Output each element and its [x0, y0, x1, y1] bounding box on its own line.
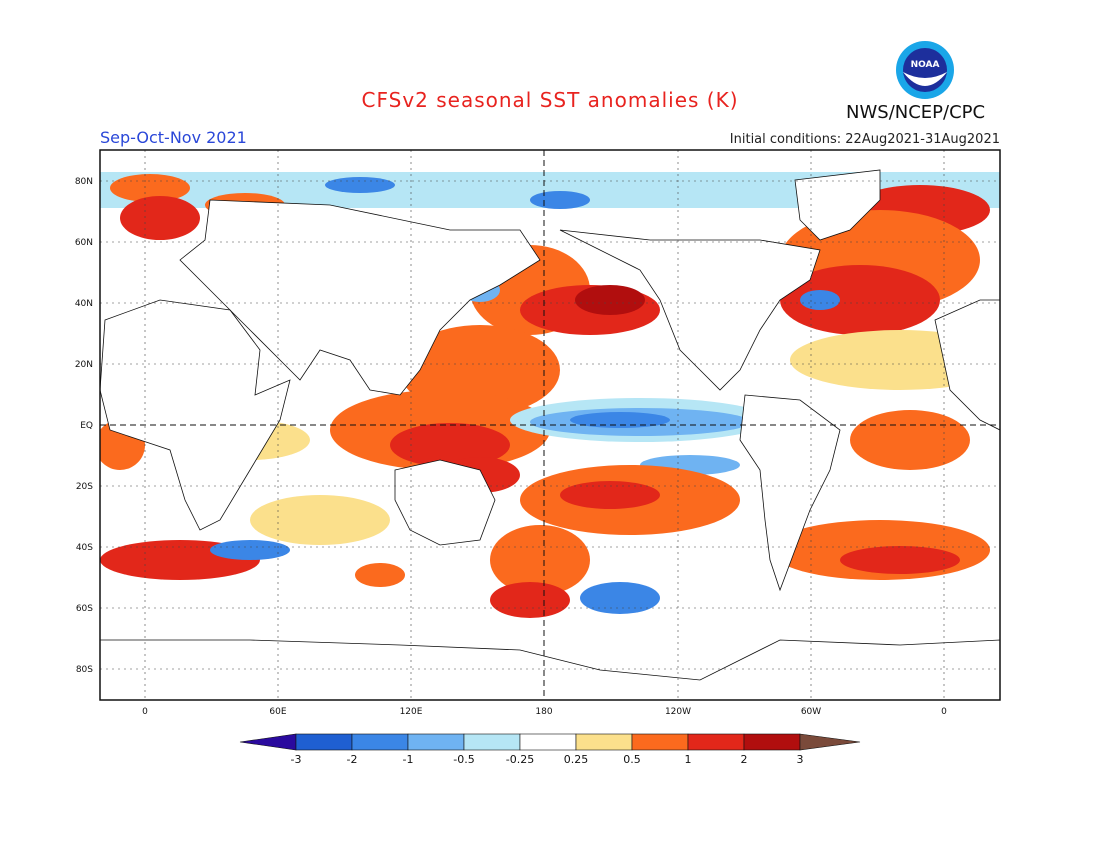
lat-label-20s: 20S [76, 482, 93, 492]
colorbar-label: -0.5 [453, 753, 474, 766]
colorbar-swatch-6 [575, 733, 633, 751]
lat-label-60s: 60S [76, 604, 93, 614]
colorbar-label: -0.25 [506, 753, 534, 766]
colorbar-label: 3 [797, 753, 804, 766]
colorbar-high-arrow [799, 733, 861, 751]
lat-label-80s: 80S [76, 665, 93, 675]
logo-text: NOAA [911, 60, 940, 70]
season-label: Sep-Oct-Nov 2021 [100, 128, 247, 147]
colorbar-label: 2 [741, 753, 748, 766]
lat-label-40s: 40S [76, 543, 93, 553]
colorbar-label: 1 [685, 753, 692, 766]
colorbar-swatch-9 [743, 733, 801, 751]
lat-label-80n: 80N [75, 177, 93, 187]
lon-label-0-right: 0 [941, 707, 947, 717]
colorbar-swatch-2 [351, 733, 409, 751]
lat-label-40n: 40N [75, 299, 93, 309]
colorbar-label: 0.5 [623, 753, 641, 766]
colorbar-swatch-7 [631, 733, 689, 751]
colorbar-label: 0.25 [564, 753, 589, 766]
noaa-logo: NOAA [896, 41, 954, 99]
colorbar: -3 -2 -1 -0.5 -0.25 0.25 0.5 1 2 3 [239, 733, 861, 766]
colorbar-label: -2 [347, 753, 358, 766]
colorbar-label: -3 [291, 753, 302, 766]
chart-title: CFSv2 seasonal SST anomalies (K) [361, 88, 739, 112]
lon-label-60w: 60W [801, 707, 821, 717]
colorbar-label: -1 [403, 753, 414, 766]
lon-label-0: 0 [142, 707, 148, 717]
colorbar-swatch-4 [463, 733, 521, 751]
lon-label-120e: 120E [400, 707, 423, 717]
colorbar-swatch-3 [407, 733, 465, 751]
lon-label-180: 180 [535, 707, 552, 717]
lon-label-60e: 60E [269, 707, 286, 717]
colorbar-low-arrow [239, 733, 297, 751]
lat-label-60n: 60N [75, 238, 93, 248]
colorbar-swatch-8 [687, 733, 745, 751]
colorbar-swatch-5 [519, 733, 577, 751]
colorbar-swatch-1 [295, 733, 353, 751]
land-outlines [100, 169, 1000, 700]
initial-conditions-label: Initial conditions: 22Aug2021-31Aug2021 [729, 132, 1000, 147]
map-frame [99, 149, 1001, 701]
grid-lines [100, 150, 1000, 700]
lon-label-120w: 120W [665, 707, 691, 717]
lat-label-eq: EQ [80, 421, 93, 431]
agency-label: NWS/NCEP/CPC [846, 102, 986, 123]
lat-label-20n: 20N [75, 360, 93, 370]
